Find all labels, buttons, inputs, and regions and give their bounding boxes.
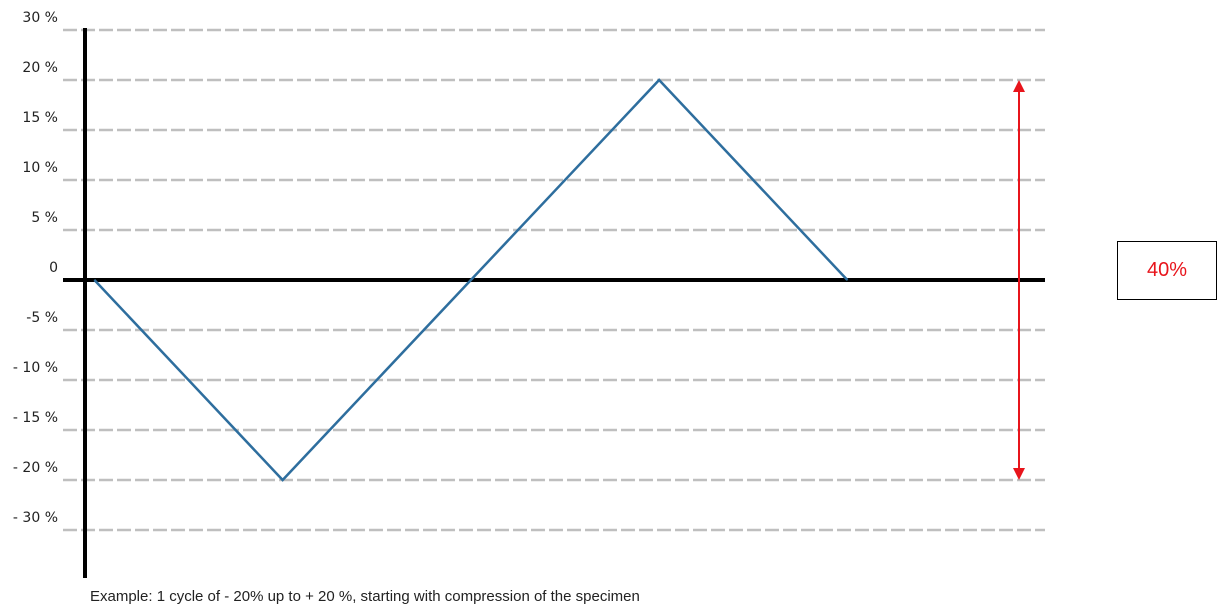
y-tick-label: 0 <box>49 260 58 276</box>
y-tick-label: 15 % <box>22 110 58 126</box>
y-tick-label: 10 % <box>22 160 58 176</box>
data-point <box>93 279 95 281</box>
y-tick-label: -5 % <box>26 310 58 326</box>
data-point <box>470 279 472 281</box>
y-tick-labels: 30 % 20 % 15 % 10 % 5 % 0 -5 % - 10 % - 15 % - 20… <box>13 10 58 526</box>
y-tick-label: - 30 % <box>13 510 58 526</box>
y-tick-label: - 15 % <box>13 410 58 426</box>
range-label-box: 40% <box>1117 241 1217 300</box>
range-annotation <box>1013 80 1025 480</box>
y-tick-label: - 10 % <box>13 360 58 376</box>
chart-caption: Example: 1 cycle of - 20% up to + 20 %, … <box>90 588 640 605</box>
arrow-up-icon <box>1013 80 1025 92</box>
data-point <box>846 279 848 281</box>
arrow-down-icon <box>1013 468 1025 480</box>
y-tick-label: 5 % <box>31 210 58 226</box>
series <box>93 78 849 482</box>
y-tick-label: - 20 % <box>13 460 58 476</box>
range-label: 40% <box>1146 259 1188 281</box>
data-point <box>282 479 284 481</box>
y-tick-label: 20 % <box>22 60 58 76</box>
data-point <box>658 79 660 81</box>
y-tick-label: 30 % <box>22 10 58 26</box>
gridlines <box>63 28 1045 532</box>
